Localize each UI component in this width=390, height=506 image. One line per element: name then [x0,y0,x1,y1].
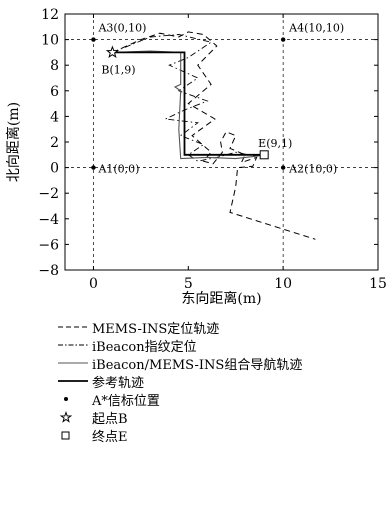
x-tick-label: 0 [89,276,98,292]
y-tick-label: 6 [50,84,59,100]
start-star-icon [105,45,120,58]
legend-mark [64,397,68,401]
legend-label: 终点E [92,429,128,445]
series-line-1 [112,31,316,240]
legend-symbol-dot [64,397,68,401]
y-tick-label: 10 [41,33,59,49]
x-axis-label: 东向距离(m) [181,290,261,307]
legend-symbol-thick [58,380,88,382]
legend-symbol-solid [58,362,88,364]
legend-item-anchor: A*信标位置 [56,390,302,409]
y-tick-label: 4 [50,109,59,125]
y-tick-label: −6 [38,237,59,253]
anchor-label: A3(0,10) [97,22,146,35]
x-tick-label: 15 [369,276,387,292]
legend-mark [61,431,70,440]
anchor-marker [91,165,96,170]
legend-item-ibeacon: iBeacon指纹定位 [56,336,302,355]
anchor-label: A4(10,10) [288,22,344,35]
y-tick-label: 8 [50,58,59,74]
y-tick-label: 12 [41,7,59,23]
legend-label: MEMS-INS定位轨迹 [92,321,220,337]
anchor-label: A2(10,0) [288,163,337,176]
legend-item-reference: 参考轨迹 [56,372,302,391]
end-square-icon [259,150,269,160]
y-tick-label: −4 [38,212,59,228]
legend-label: 参考轨迹 [92,375,145,391]
y-axis-label: 北向距离(m) [5,102,22,182]
legend-label: A*信标位置 [92,393,160,409]
x-tick-label: 10 [274,276,292,292]
legend-label: 起点B [92,411,128,427]
x-tick-label: 5 [184,276,193,292]
end-label: E(9,1) [258,137,292,150]
legend-symbol-star [59,410,73,423]
y-tick-label: 0 [50,161,59,177]
legend-item-fusion: iBeacon/MEMS-INS组合导航轨迹 [56,354,303,373]
series-line-4 [112,51,265,156]
legend-symbol-dashdot [58,344,88,346]
anchor-label: A1(0,0) [97,163,139,176]
y-tick-label: 2 [50,135,59,151]
legend-mark [59,410,73,423]
legend-symbol-square [61,431,70,440]
legend-item-end: 终点E [56,426,302,445]
legend-item-start: 起点B [56,408,302,427]
legend-item-mems: MEMS-INS定位轨迹 [56,318,302,337]
series-line-2 [112,34,265,162]
anchor-marker [91,37,96,42]
legend-label: iBeacon/MEMS-INS组合导航轨迹 [92,357,303,373]
anchor-marker [280,165,286,170]
legend-symbol-dashed [58,326,88,328]
anchor-marker [280,37,286,42]
start-label: B(1,9) [101,63,135,76]
y-tick-label: −8 [38,263,59,279]
series-line-3 [112,50,269,160]
legend: MEMS-INS定位轨迹 iBeacon指纹定位 iBeacon/MEMS-INS组… [56,318,303,445]
y-tick-label: −2 [38,186,59,202]
legend-label: iBeacon指纹定位 [92,339,197,355]
trajectory-chart: 0 5 10 15 12 10 8 6 4 2 0 −2 −4 −6 −8 东向距离(m) 北向距离(m) A1(… [5,7,387,307]
